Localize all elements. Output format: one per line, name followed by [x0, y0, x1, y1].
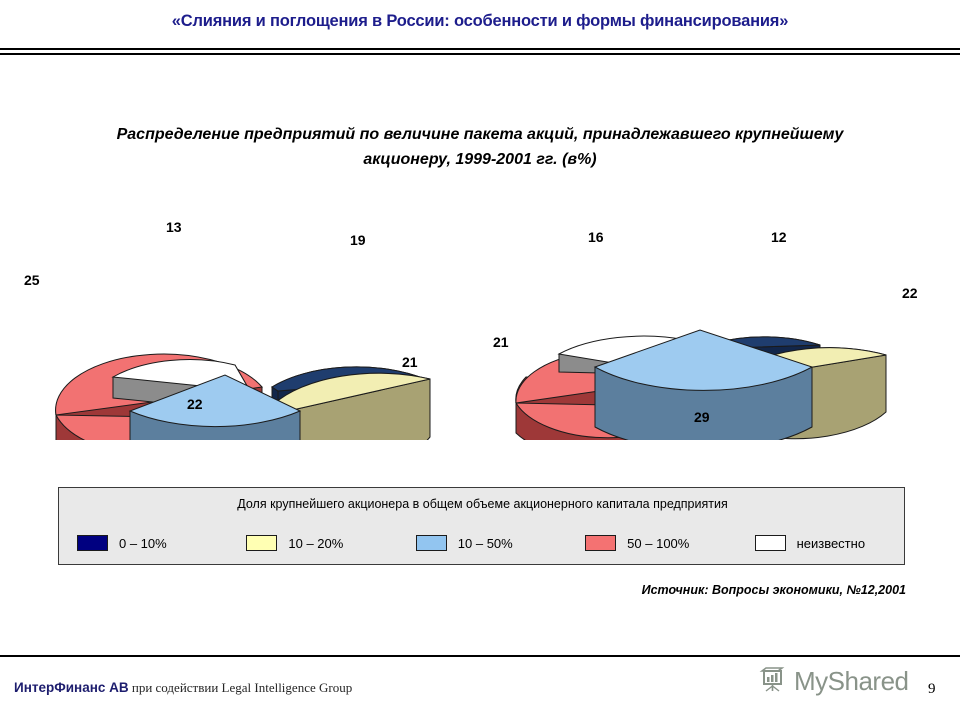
legend-swatch-icon-unknown [754, 535, 786, 551]
chart-legend: Доля крупнейшего акционера в общем объем… [58, 487, 905, 565]
pie-label-2001-10-50: 29 [694, 409, 710, 425]
pie-slice-1999-10-50 [128, 374, 302, 440]
legend-label-10-20: 10 – 20% [288, 535, 344, 551]
footer-company: ИнтерФинанс АВ [14, 680, 129, 695]
pie-slice-2001-10-50 [593, 329, 814, 440]
pie-chart-1999: 13 25 19 21 22 [10, 215, 480, 440]
source-note: Источник: Вопросы экономики, №12,2001 [641, 583, 906, 597]
watermark: MyShared [758, 664, 909, 699]
legend-swatch-icon-50-100 [585, 535, 617, 551]
footer-divider [0, 655, 960, 657]
page-number: 9 [928, 681, 936, 697]
pie-label-1999-10-50: 22 [187, 396, 203, 412]
legend-label-0-10: 0 – 10% [119, 535, 167, 551]
legend-item-10-50[interactable]: 10 – 50% [398, 535, 567, 551]
pie-label-1999-0-10: 19 [350, 232, 366, 248]
presentation-board-icon [758, 664, 788, 699]
footer-tagline: при содействии Legal Intelligence Group [128, 680, 353, 695]
pie-label-2001-unknown: 16 [588, 229, 604, 245]
pie-label-1999-10-20: 21 [402, 354, 418, 370]
legend-label-50-100: 50 – 100% [627, 535, 690, 551]
legend-title: Доля крупнейшего акционера в общем объем… [237, 497, 728, 511]
pie-label-2001-0-10: 12 [771, 229, 787, 245]
legend-item-50-100[interactable]: 50 – 100% [567, 535, 736, 551]
page-title: «Слияния и поглощения в России: особенно… [171, 12, 789, 30]
pie-label-2001-50-100: 21 [493, 334, 509, 350]
legend-swatch-icon-10-20 [246, 535, 278, 551]
legend-item-10-20[interactable]: 10 – 20% [228, 535, 397, 551]
legend-swatch-icon-0-10 [77, 535, 108, 551]
pie-label-1999-unknown: 13 [166, 219, 182, 235]
pie-chart-1999-svg [55, 353, 431, 440]
charts-container: 13 25 19 21 22 [0, 215, 960, 440]
legend-label-10-50: 10 – 50% [457, 535, 513, 551]
pie-chart-2001-svg [515, 329, 887, 440]
legend-label-unknown: неизвестно [796, 535, 866, 551]
pie-chart-2001: 16 21 12 22 29 [490, 215, 960, 440]
footer-credit: ИнтерФинанс АВ при содействии Legal Inte… [14, 680, 352, 696]
chart-subtitle-line2: акционеру, 1999-2001 гг. (в%) [363, 151, 597, 168]
chart-subtitle: Распределение предприятий по величине па… [40, 122, 920, 172]
chart-subtitle-line1: Распределение предприятий по величине па… [116, 126, 844, 143]
pie-label-1999-50-100: 25 [24, 272, 40, 288]
header-divider-top [0, 48, 960, 50]
legend-swatch-icon-10-50 [415, 535, 447, 551]
watermark-text: MyShared [794, 666, 909, 696]
legend-items: 0 – 10% 10 – 20% 10 – 50% 50 – 100% неиз… [59, 528, 906, 558]
header-divider-bottom [0, 53, 960, 55]
pie-label-2001-10-20: 22 [902, 285, 918, 301]
legend-item-unknown[interactable]: неизвестно [737, 535, 906, 551]
legend-item-0-10[interactable]: 0 – 10% [59, 535, 228, 551]
